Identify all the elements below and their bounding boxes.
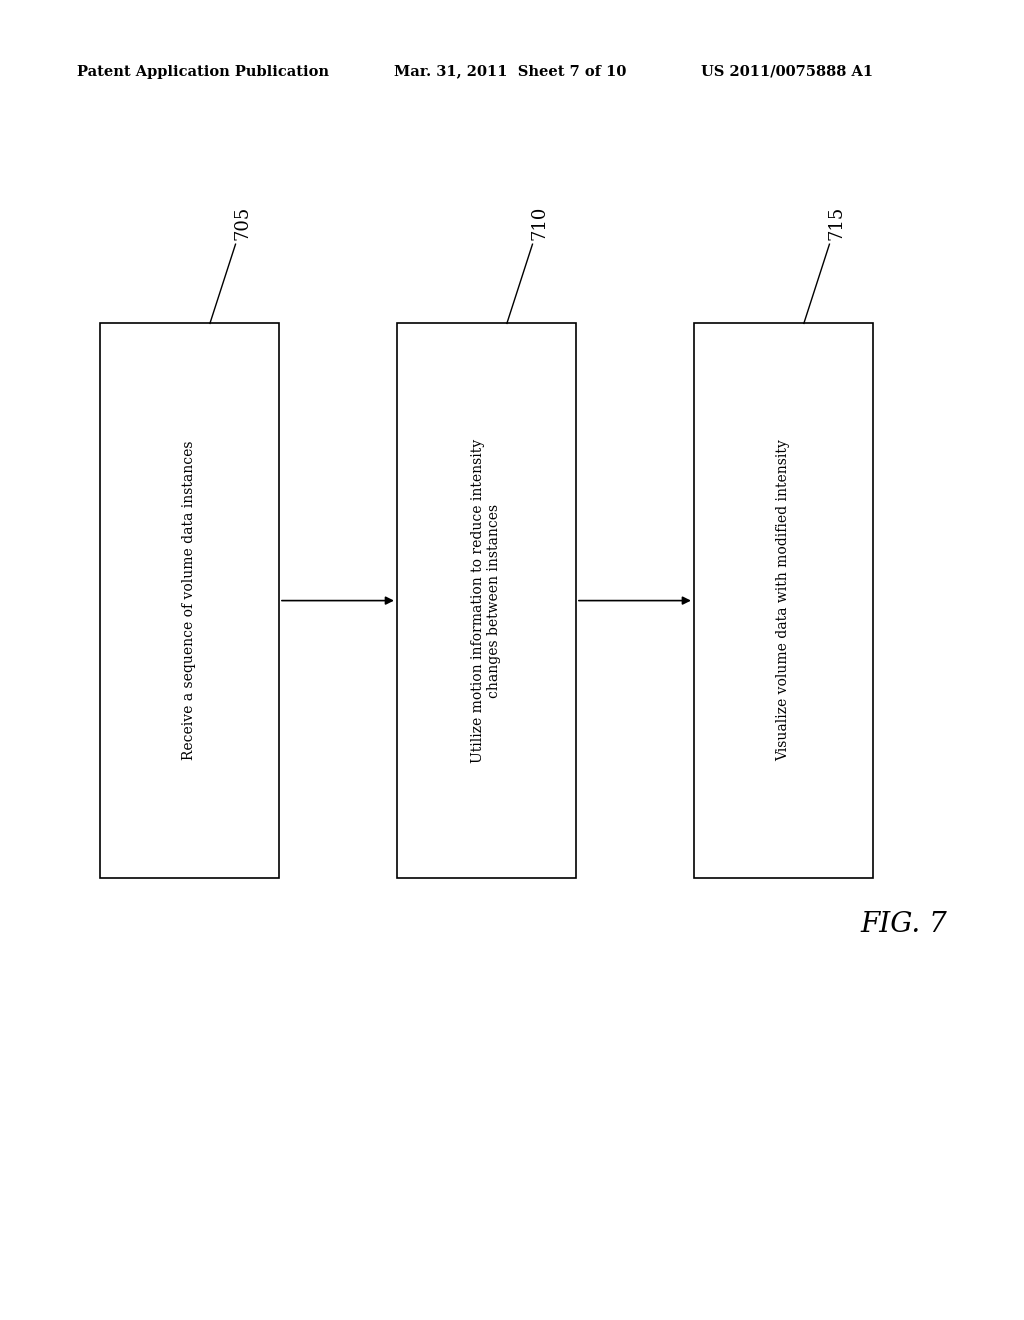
Bar [396,323,575,878]
Bar [100,323,279,878]
Text: FIG. 7: FIG. 7 [860,911,947,937]
Text: 710: 710 [530,206,549,240]
Text: Receive a sequence of volume data instances: Receive a sequence of volume data instan… [182,441,197,760]
Text: Utilize motion information to reduce intensity
changes between instances: Utilize motion information to reduce int… [471,438,502,763]
Text: 705: 705 [233,206,252,240]
Text: US 2011/0075888 A1: US 2011/0075888 A1 [701,65,873,79]
Text: 715: 715 [827,206,846,240]
Text: Visualize volume data with modified intensity: Visualize volume data with modified inte… [776,440,791,762]
Text: Patent Application Publication: Patent Application Publication [77,65,329,79]
Bar [694,323,872,878]
Text: Mar. 31, 2011  Sheet 7 of 10: Mar. 31, 2011 Sheet 7 of 10 [394,65,627,79]
